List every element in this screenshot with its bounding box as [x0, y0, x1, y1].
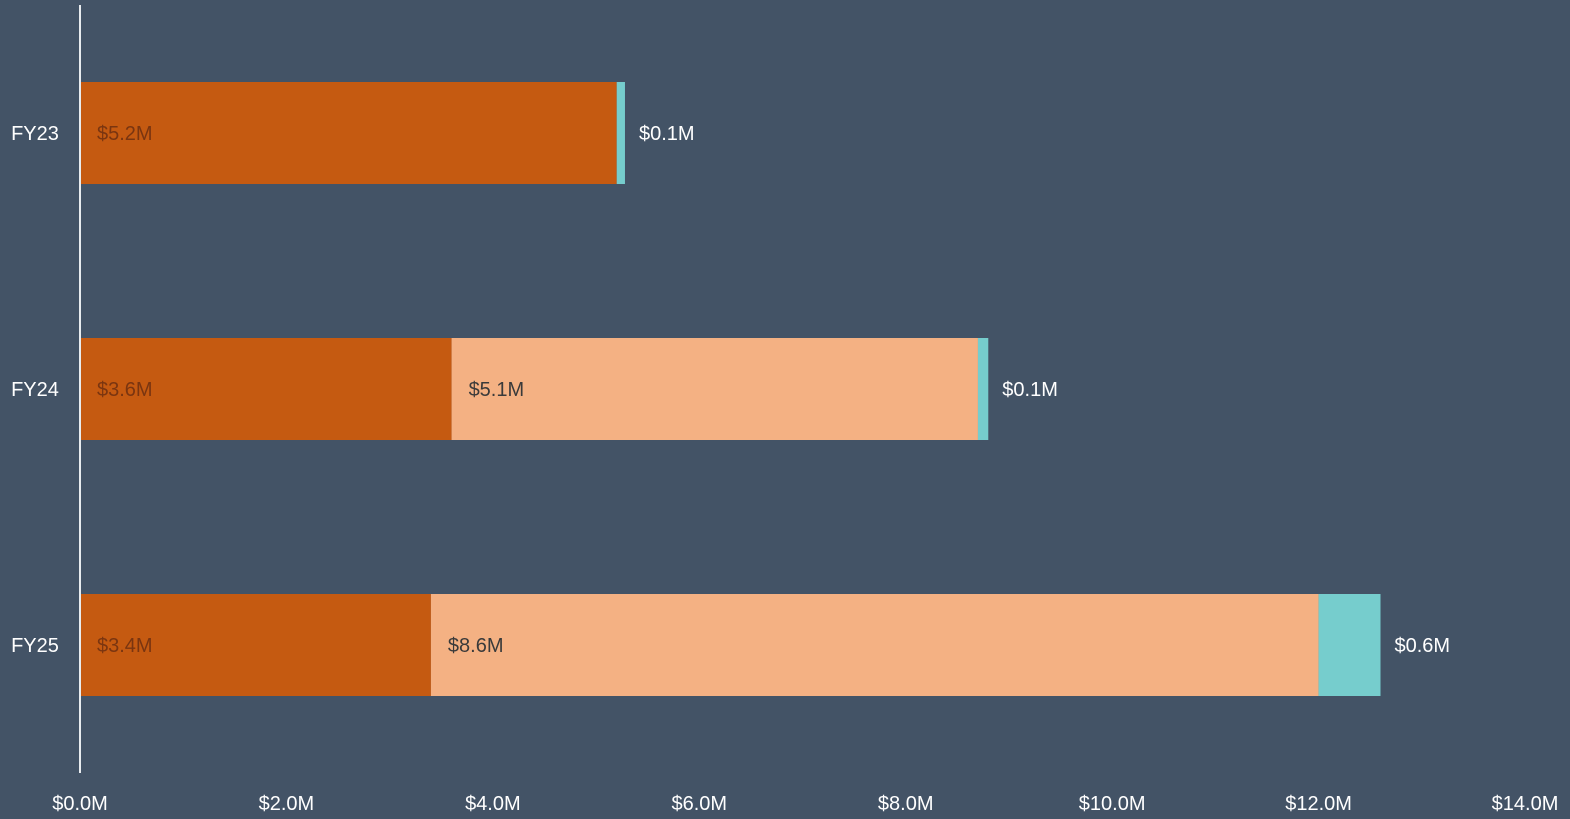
bar-segment-fy25-s3	[1318, 594, 1381, 696]
category-label-fy25: FY25	[11, 635, 59, 657]
data-labels-layer: $5.2M $0.1M $3.6M $5.1M $0.1M $3.4M $8.6M $0.6M	[97, 123, 1450, 657]
bar-segment-fy24-s3	[977, 338, 989, 440]
data-label-fy24-s1: $3.6M	[97, 379, 153, 401]
x-tick-label-2: $4.0M	[465, 793, 521, 815]
x-tick-label-4: $8.0M	[878, 793, 934, 815]
bar-segment-fy24-s1	[80, 338, 452, 440]
axis-layer: FY23 FY24 FY25 $0.0M $2.0M $4.0M $6.0M $8.0M $10…	[11, 5, 1558, 815]
data-label-fy24-s2: $5.1M	[469, 379, 525, 401]
x-tick-label-3: $6.0M	[671, 793, 727, 815]
bar-segment-fy23-s3	[616, 82, 625, 184]
data-label-fy24-s3: $0.1M	[1002, 379, 1058, 401]
bars-layer	[80, 82, 1381, 696]
x-tick-label-7: $14.0M	[1492, 793, 1559, 815]
x-tick-label-6: $12.0M	[1285, 793, 1352, 815]
x-tick-label-0: $0.0M	[52, 793, 108, 815]
category-label-fy24: FY24	[11, 379, 59, 401]
bar-segment-fy25-s2	[430, 594, 1319, 696]
bar-segment-fy23-s1	[80, 82, 617, 184]
bar-segment-fy24-s2	[451, 338, 978, 440]
bar-segment-fy25-s1	[80, 594, 431, 696]
data-label-fy23-s1: $5.2M	[97, 123, 153, 145]
data-label-fy25-s1: $3.4M	[97, 635, 153, 657]
data-label-fy23-s3: $0.1M	[639, 123, 695, 145]
x-tick-label-1: $2.0M	[259, 793, 315, 815]
x-tick-label-5: $10.0M	[1079, 793, 1146, 815]
data-label-fy25-s2: $8.6M	[448, 635, 504, 657]
data-label-fy25-s3: $0.6M	[1395, 635, 1451, 657]
category-label-fy23: FY23	[11, 123, 59, 145]
